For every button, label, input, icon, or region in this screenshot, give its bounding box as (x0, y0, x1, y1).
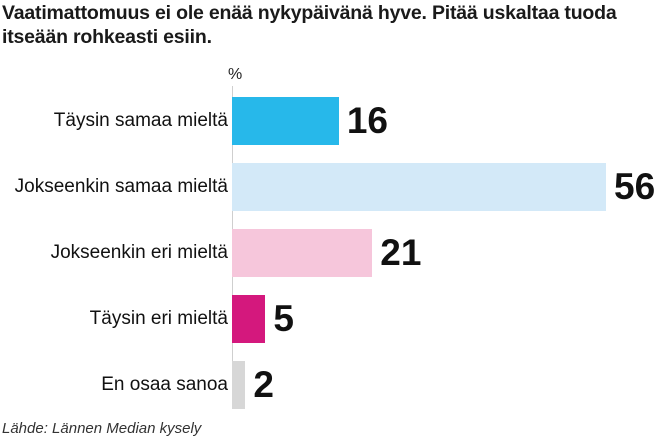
chart-title: Vaatimattomuus ei ole enää nykypäivänä h… (2, 2, 617, 48)
category-label: En osaa sanoa (101, 374, 228, 395)
category-label: Täysin samaa mieltä (53, 110, 228, 131)
value-label: 21 (380, 232, 422, 273)
bar (232, 295, 266, 343)
unit-label: % (228, 66, 243, 83)
value-label: 16 (346, 100, 388, 141)
category-label: Jokseenkin eri mieltä (50, 242, 228, 263)
value-label: 56 (614, 166, 656, 207)
source-note: Lähde: Lännen Median kysely (2, 420, 202, 437)
bar (232, 229, 373, 277)
bar (232, 163, 606, 211)
bar (232, 361, 246, 409)
category-label: Jokseenkin samaa mieltä (14, 176, 228, 197)
category-label: Täysin eri mieltä (89, 308, 228, 329)
bar (232, 97, 339, 145)
value-label: 2 (253, 364, 274, 405)
value-label: 5 (273, 298, 294, 339)
